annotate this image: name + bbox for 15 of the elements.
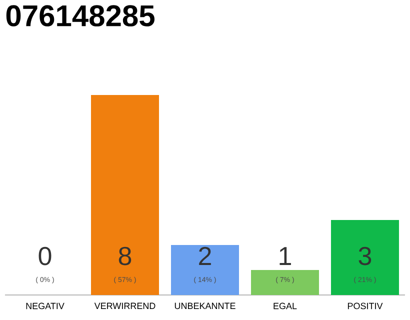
x-tick-label: VERWIRREND xyxy=(94,302,156,309)
data-label: 8 xyxy=(118,246,132,266)
x-tick-label: NEGATIV xyxy=(26,302,64,310)
bar xyxy=(330,220,399,295)
x-tick-label: EGAL xyxy=(274,302,297,310)
bar xyxy=(91,94,159,295)
data-label: 2 xyxy=(199,246,211,265)
x-tick-label: UNBEKANNTE xyxy=(174,302,236,310)
chart-title: 076148285 xyxy=(6,5,154,26)
bar xyxy=(251,270,319,295)
data-label: 3 xyxy=(358,246,372,266)
x-tick-label: POSITIV xyxy=(348,302,383,310)
data-label: 0 xyxy=(38,246,52,266)
bar xyxy=(171,244,239,295)
data-label: 1 xyxy=(280,247,291,265)
